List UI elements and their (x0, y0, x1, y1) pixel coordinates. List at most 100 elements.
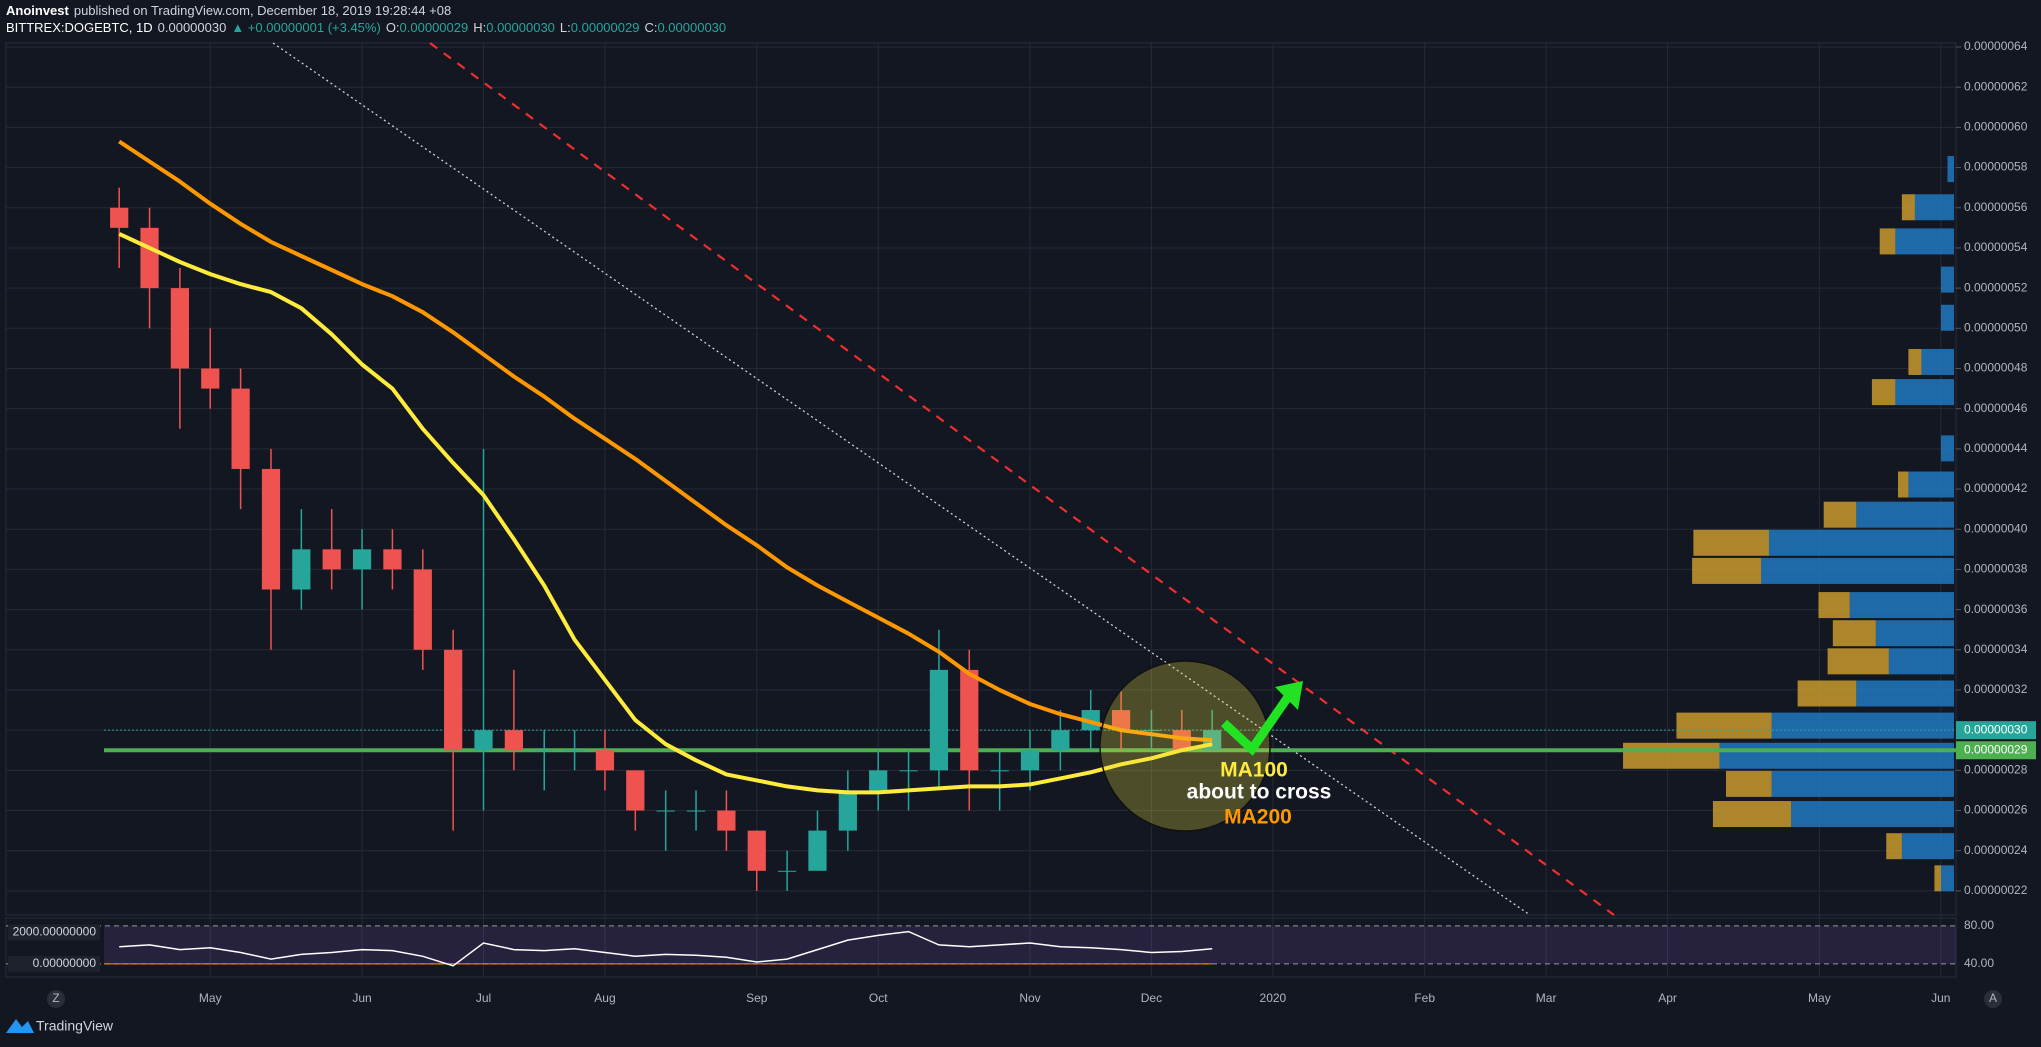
annotation-ma200: MA200 (1224, 806, 1292, 829)
profile-down (1879, 228, 1896, 255)
y-tick-label: 0.00000028 (1964, 763, 2028, 777)
candle-body (474, 730, 493, 751)
annotation-ma100: MA100 (1220, 759, 1288, 782)
ohlc-value: 0.00000029 (571, 20, 640, 35)
candle-body (413, 569, 432, 650)
profile-up (1914, 194, 1954, 221)
y-tick-label: 0.00000048 (1964, 361, 2028, 375)
profile-up (1908, 471, 1954, 498)
profile-up (1771, 770, 1954, 797)
candle-body (747, 830, 766, 871)
profile-up (1771, 712, 1954, 739)
published: published on TradingView.com, December 1… (74, 3, 451, 18)
header-line1: Anoinvest published on TradingView.com, D… (6, 3, 451, 18)
x-tick-label: May (199, 991, 222, 1005)
candle-body (565, 750, 584, 752)
candle-body (960, 669, 979, 771)
candle-body (1142, 730, 1161, 732)
profile-down (1676, 712, 1772, 739)
candle-body (929, 669, 949, 771)
candle-body (261, 468, 281, 590)
left-tick-label: 0.00000000 (33, 956, 97, 970)
x-tick-label: Jun (352, 991, 371, 1005)
profile-up (1856, 680, 1954, 707)
logo (6, 1019, 34, 1033)
profile-down (1823, 501, 1857, 528)
ohlc-value: 0.00000030 (657, 20, 726, 35)
candle-body (170, 288, 190, 369)
rsi-pane (5, 917, 1957, 978)
price-label: 0.00000029 (1964, 742, 2028, 756)
ohlc-key: C: (644, 20, 657, 35)
x-tick-label: Dec (1141, 991, 1162, 1005)
y-tick-label: 0.00000054 (1964, 240, 2028, 254)
profile-down (1712, 801, 1792, 828)
x-tick-label: Aug (594, 991, 615, 1005)
profile-up (1791, 801, 1954, 828)
author: Anoinvest (6, 3, 70, 18)
a-button[interactable] (1984, 990, 2002, 1008)
y-tick-label: 0.00000046 (1964, 401, 2028, 415)
candle-body (869, 770, 888, 791)
candle-body (1051, 730, 1070, 751)
profile-up (1856, 501, 1954, 528)
left-label-bg (8, 924, 100, 941)
trendline-dashed (429, 42, 1615, 916)
y-tick-label: 0.00000056 (1964, 200, 2028, 214)
profile-down (1818, 592, 1850, 619)
x-tick-label: Jun (1931, 991, 1950, 1005)
profile-down (1832, 620, 1876, 647)
z-label[interactable]: Z (52, 991, 59, 1005)
candle-body (595, 750, 615, 771)
ohlc-key: H: (473, 20, 486, 35)
candle-body (1111, 710, 1131, 731)
price-label: 0.00000030 (1964, 722, 2028, 736)
candle-body (899, 770, 918, 772)
ohlc-key: O: (386, 20, 400, 35)
profile-down (1725, 770, 1772, 797)
y-tick-label: 0.00000044 (1964, 441, 2028, 455)
candle-body (808, 830, 827, 871)
price-label-box (1956, 721, 2036, 740)
z-button[interactable] (47, 990, 65, 1008)
axis-labels: 0.00000022 0.00000024 0.00000026 0.00000028… (8, 39, 2036, 1005)
brand: TradingView (36, 1018, 114, 1034)
y-tick-label: 0.00000062 (1964, 79, 2028, 93)
profile-up (1719, 742, 1954, 769)
candle-body (444, 649, 463, 751)
profile-down (1623, 742, 1720, 769)
profile-down (1908, 348, 1922, 375)
rsi-tick-label: 80.00 (1964, 918, 1994, 932)
candle-body (990, 770, 1009, 772)
y-tick-label: 0.00000022 (1964, 883, 2028, 897)
header-line2: BITTREX:DOGEBTC, 1D 0.00000030 ▲ +0.000000… (6, 20, 726, 35)
y-tick-label: 0.00000052 (1964, 280, 2028, 294)
change: ▲ +0.00000001 (+3.45%) (231, 20, 380, 35)
y-tick-label: 0.00000058 (1964, 160, 2028, 174)
profile-up (1940, 435, 1954, 462)
y-tick-label: 0.00000024 (1964, 843, 2028, 857)
y-tick-label: 0.00000050 (1964, 320, 2028, 334)
candle-body (626, 770, 645, 811)
x-tick-label: Jul (476, 991, 491, 1005)
x-tick-label: Mar (1536, 991, 1557, 1005)
y-tick-label: 0.00000038 (1964, 562, 2028, 576)
candle-body (656, 810, 675, 812)
x-tick-label: Feb (1414, 991, 1435, 1005)
ohlc-value: 0.00000029 (400, 20, 469, 35)
profile-up (1875, 620, 1954, 647)
profile-down (1886, 833, 1902, 860)
rsi-line (119, 930, 1213, 967)
y-tick-label: 0.00000060 (1964, 120, 2028, 134)
profile-up (1895, 228, 1954, 255)
profile-down (1897, 471, 1909, 498)
a-label[interactable]: A (1989, 991, 1997, 1005)
rsi-band (104, 925, 1956, 964)
candle-body (231, 388, 250, 469)
profile-up (1901, 833, 1954, 860)
x-tick-label: Nov (1019, 991, 1040, 1005)
candle-body (110, 207, 129, 228)
candle-body (535, 750, 554, 752)
